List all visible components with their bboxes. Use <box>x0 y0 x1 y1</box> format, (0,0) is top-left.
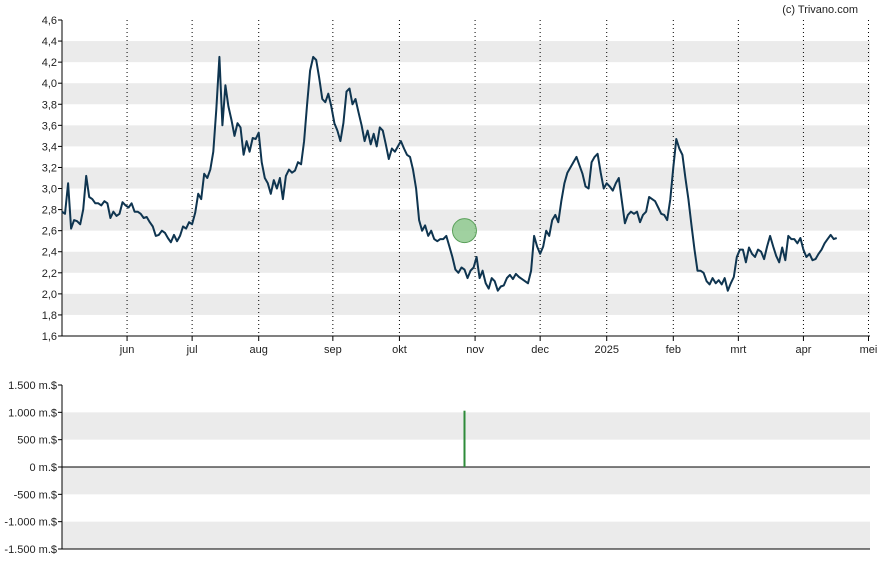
grid-band <box>62 412 870 440</box>
y-tick-label: -500 m.$ <box>14 489 57 501</box>
x-tick-label: aug <box>250 344 268 356</box>
y-tick-label: 1,8 <box>42 310 57 322</box>
x-tick-label: mei <box>860 344 878 356</box>
y-tick-label: 500 m.$ <box>17 435 57 447</box>
grid-band <box>62 293 870 315</box>
y-tick-label: 4,6 <box>42 15 57 27</box>
y-tick-label: 2,0 <box>42 289 57 301</box>
grid-band <box>62 167 870 189</box>
y-tick-label: 1,6 <box>42 331 57 343</box>
y-tick-label: 0 m.$ <box>29 462 57 474</box>
y-tick-label: -1.500 m.$ <box>4 544 57 556</box>
price-chart: jun jul aug sep okt nov dec 2025 feb mrt apr mei 1,6… <box>42 15 878 356</box>
y-tick-label: 4,2 <box>42 57 57 69</box>
y-tick-label: 2,8 <box>42 205 57 217</box>
grid-band <box>62 467 870 495</box>
y-tick-label: -1.000 m.$ <box>4 517 57 529</box>
x-tick-label: okt <box>392 344 407 356</box>
event-marker <box>451 218 477 244</box>
grid-band <box>62 521 870 549</box>
y-tick-label: 3,4 <box>42 141 57 153</box>
y-tick-label: 3,2 <box>42 162 57 174</box>
x-tick-label: feb <box>666 344 681 356</box>
x-tick-label: 2025 <box>594 344 618 356</box>
x-tick-label: apr <box>795 344 811 356</box>
y-tick-label: 2,4 <box>42 247 57 259</box>
x-tick-label: sep <box>324 344 342 356</box>
grid-band <box>62 251 870 273</box>
credit-label: (c) Trivano.com <box>782 4 858 16</box>
y-tick-label: 2,6 <box>42 226 57 238</box>
grid-band <box>62 83 870 105</box>
grid-band <box>62 41 870 63</box>
volume-chart: 1.500 m.$ 1.000 m.$ 500 m.$ 0 m.$ -500 m.$ -1… <box>4 380 870 556</box>
y-tick-label: 3,6 <box>42 120 57 132</box>
y-tick-label: 3,0 <box>42 184 57 196</box>
x-tick-label: mrt <box>730 344 746 356</box>
x-tick-label: nov <box>466 344 484 356</box>
y-tick-label: 4,0 <box>42 78 57 90</box>
price-series-line <box>61 55 838 292</box>
y-tick-label: 1.500 m.$ <box>8 380 57 392</box>
y-tick-label: 4,4 <box>42 36 57 48</box>
x-tick-label: jun <box>119 344 135 356</box>
x-tick-label: dec <box>531 344 549 356</box>
y-tick-label: 1.000 m.$ <box>8 407 57 419</box>
y-tick-label: 3,8 <box>42 99 57 111</box>
x-tick-label: jul <box>186 344 198 356</box>
grid-band <box>62 125 870 147</box>
y-tick-label: 2,2 <box>42 268 57 280</box>
